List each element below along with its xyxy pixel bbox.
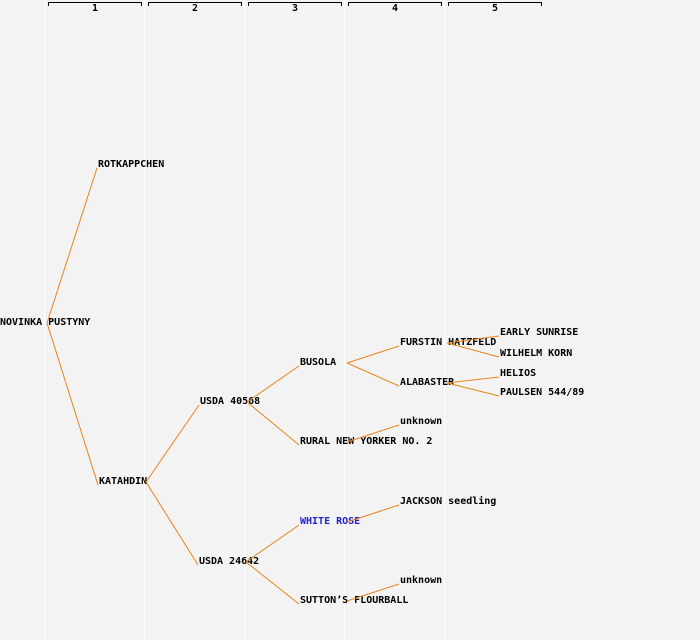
generation-bracket-1: 1 — [48, 2, 142, 14]
edge-novinka-pustyny--katahdin — [46, 322, 99, 486]
node-rural-new-yorker-no-2[interactable]: RURAL NEW YORKER NO. 2 — [300, 436, 433, 447]
node-alabaster[interactable]: ALABASTER — [400, 377, 455, 388]
grid-column-line — [444, 0, 445, 640]
grid-column-line — [244, 0, 245, 640]
edge-usda-24642--suttons-flourball — [245, 561, 300, 605]
edge-alabaster--paulsen-544-89 — [446, 382, 500, 397]
edge-novinka-pustyny--rotkappchen — [46, 167, 98, 324]
node-busola[interactable]: BUSOLA — [300, 357, 337, 368]
node-wilhelm-korn[interactable]: WILHELM KORN — [500, 348, 573, 359]
generation-bracket-4: 4 — [348, 2, 442, 14]
generation-number: 4 — [391, 3, 399, 14]
node-furstin-hatzfeld[interactable]: FURSTIN HATZFELD — [400, 337, 497, 348]
node-helios[interactable]: HELIOS — [500, 368, 537, 379]
node-early-sunrise[interactable]: EARLY SUNRISE — [500, 327, 579, 338]
edge-katahdin--usda-24642 — [145, 481, 199, 566]
node-katahdin[interactable]: KATAHDIN — [99, 476, 148, 487]
generation-number: 1 — [91, 3, 99, 14]
grid-column-line — [44, 0, 45, 640]
generation-number: 3 — [291, 3, 299, 14]
node-jackson-seedling[interactable]: JACKSON seedling — [400, 496, 497, 507]
edge-alabaster--helios — [446, 376, 500, 384]
generation-bracket-2: 2 — [148, 2, 242, 14]
node-white-rose[interactable]: WHITE ROSE — [300, 516, 361, 527]
node-usda-24642[interactable]: USDA 24642 — [199, 556, 260, 567]
node-unknown-2[interactable]: unknown — [400, 575, 443, 586]
generation-bracket-5: 5 — [448, 2, 542, 14]
node-suttons-flourball[interactable]: SUTTON’S FLOURBALL — [300, 595, 409, 606]
edge-usda-40568--rural-new-yorker-no-2 — [246, 401, 300, 446]
edge-busola--furstin-hatzfeld — [346, 345, 400, 364]
generation-number: 2 — [191, 3, 199, 14]
node-rotkappchen[interactable]: ROTKAPPCHEN — [98, 159, 165, 170]
edge-busola--alabaster — [346, 362, 400, 387]
node-novinka-pustyny[interactable]: NOVINKA PUSTYNY — [0, 317, 91, 328]
generation-number: 5 — [491, 3, 499, 14]
generation-bracket-3: 3 — [248, 2, 342, 14]
grid-column-line — [344, 0, 345, 640]
node-unknown-1[interactable]: unknown — [400, 416, 443, 427]
grid-column-line — [144, 0, 145, 640]
node-usda-40568[interactable]: USDA 40568 — [200, 396, 261, 407]
edge-katahdin--usda-40568 — [145, 404, 200, 483]
node-paulsen-544-89[interactable]: PAULSEN 544/89 — [500, 387, 585, 398]
